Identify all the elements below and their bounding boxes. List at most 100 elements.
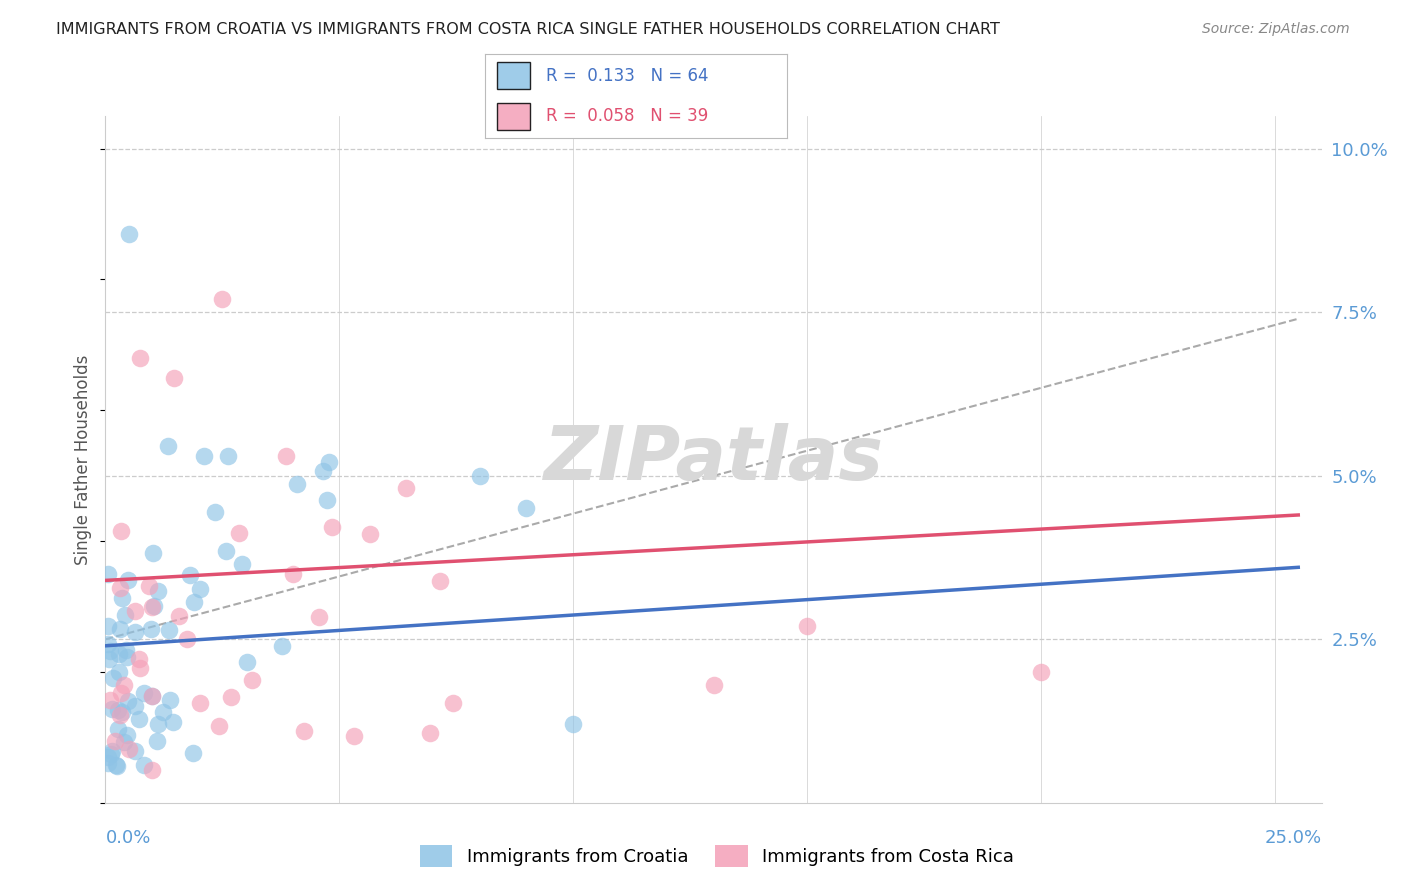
Point	[183, 594, 205, 608]
Point	[105, 759, 128, 773]
Text: IMMIGRANTS FROM CROATIA VS IMMIGRANTS FROM COSTA RICA SINGLE FATHER HOUSEHOLDS C: IMMIGRANTS FROM CROATIA VS IMMIGRANTS FR…	[56, 22, 1000, 37]
Point	[219, 690, 242, 704]
Y-axis label: Single Father Households: Single Father Households	[75, 354, 93, 565]
Point	[111, 591, 134, 605]
Point	[468, 468, 491, 483]
Point	[108, 581, 131, 595]
Point	[104, 733, 127, 747]
Point	[141, 622, 163, 636]
Point	[97, 652, 120, 666]
Point	[211, 292, 233, 306]
Point	[188, 582, 211, 597]
Point	[318, 455, 340, 469]
Point	[107, 665, 129, 680]
Point	[117, 693, 139, 707]
Point	[141, 599, 163, 614]
Point	[157, 623, 180, 637]
Point	[231, 557, 253, 571]
Point	[124, 744, 146, 758]
Point	[217, 449, 239, 463]
Point	[118, 742, 141, 756]
Point	[321, 520, 343, 534]
Point	[141, 689, 163, 703]
Point	[112, 677, 135, 691]
Text: R =  0.133   N = 64: R = 0.133 N = 64	[546, 68, 709, 86]
Point	[146, 717, 169, 731]
Point	[796, 619, 818, 633]
Point	[312, 464, 335, 478]
Point	[181, 747, 204, 761]
Point	[117, 573, 139, 587]
Point	[395, 482, 418, 496]
Point	[146, 734, 169, 748]
Point	[115, 728, 138, 742]
Point	[276, 449, 298, 463]
Point	[141, 763, 163, 777]
Point	[308, 610, 330, 624]
Text: 25.0%: 25.0%	[1264, 829, 1322, 847]
Point	[515, 501, 537, 516]
Point	[124, 699, 146, 714]
Point	[162, 714, 184, 729]
Point	[152, 705, 174, 719]
Point	[193, 449, 215, 463]
Point	[702, 678, 725, 692]
Point	[134, 686, 156, 700]
Point	[107, 722, 129, 736]
Point	[1029, 665, 1052, 679]
Point	[188, 697, 211, 711]
Point	[111, 705, 134, 719]
Point	[292, 724, 315, 739]
Point	[117, 649, 139, 664]
Point	[97, 756, 120, 771]
Point	[98, 693, 121, 707]
Text: Source: ZipAtlas.com: Source: ZipAtlas.com	[1202, 22, 1350, 37]
Point	[110, 524, 132, 538]
Point	[100, 702, 122, 716]
Point	[104, 757, 127, 772]
Point	[281, 566, 304, 581]
Point	[128, 712, 150, 726]
Point	[240, 673, 263, 687]
Point	[359, 526, 381, 541]
Point	[128, 661, 150, 675]
FancyBboxPatch shape	[498, 103, 530, 130]
Point	[128, 652, 150, 666]
Text: R =  0.058   N = 39: R = 0.058 N = 39	[546, 107, 707, 125]
Point	[343, 729, 366, 743]
Point	[159, 693, 181, 707]
Point	[157, 439, 180, 453]
Point	[176, 632, 198, 646]
Point	[179, 567, 201, 582]
Point	[101, 671, 124, 685]
Point	[115, 643, 138, 657]
Point	[143, 599, 166, 613]
Point	[101, 743, 124, 757]
Text: ZIPatlas: ZIPatlas	[544, 423, 883, 496]
Legend: Immigrants from Croatia, Immigrants from Costa Rica: Immigrants from Croatia, Immigrants from…	[413, 838, 1021, 874]
Point	[114, 607, 136, 622]
Point	[97, 750, 120, 764]
Point	[100, 747, 122, 762]
Point	[107, 703, 129, 717]
Point	[441, 696, 464, 710]
Point	[112, 735, 135, 749]
Point	[228, 525, 250, 540]
Point	[110, 622, 132, 636]
Point	[162, 370, 184, 384]
Point	[129, 351, 152, 365]
Text: 0.0%: 0.0%	[105, 829, 150, 847]
Point	[97, 637, 120, 651]
Point	[316, 492, 339, 507]
Point	[108, 647, 131, 661]
Point	[142, 546, 165, 560]
Point	[110, 686, 132, 700]
Point	[419, 725, 441, 739]
Point	[132, 757, 155, 772]
FancyBboxPatch shape	[498, 62, 530, 89]
Point	[235, 655, 257, 669]
Point	[124, 625, 146, 640]
Point	[208, 718, 231, 732]
Point	[215, 544, 238, 558]
Point	[138, 579, 160, 593]
